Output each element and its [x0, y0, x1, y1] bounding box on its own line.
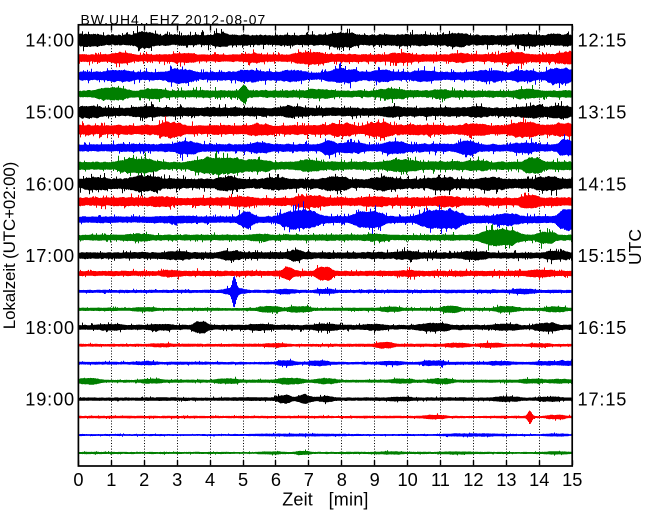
svg-text:10: 10 — [397, 470, 417, 490]
svg-text:3: 3 — [172, 470, 182, 490]
svg-text:BW.UH4..EHZ 2012-08-07: BW.UH4..EHZ 2012-08-07 — [81, 12, 267, 28]
svg-text:6: 6 — [271, 470, 281, 490]
svg-text:11: 11 — [431, 470, 450, 490]
svg-text:5: 5 — [238, 470, 248, 490]
svg-text:14: 14 — [529, 470, 549, 490]
svg-text:12:15: 12:15 — [578, 31, 628, 51]
svg-text:17:15: 17:15 — [578, 390, 628, 410]
svg-text:17:00: 17:00 — [25, 246, 75, 266]
svg-text:13:15: 13:15 — [578, 103, 628, 123]
svg-text:18:00: 18:00 — [25, 318, 75, 338]
svg-text:Lokalzeit (UTC+02:00): Lokalzeit (UTC+02:00) — [0, 162, 19, 329]
svg-text:0: 0 — [73, 470, 83, 490]
svg-text:UTC: UTC — [625, 229, 645, 265]
svg-text:1: 1 — [106, 470, 116, 490]
svg-text:13: 13 — [496, 470, 516, 490]
svg-text:12: 12 — [463, 470, 483, 490]
svg-text:14:00: 14:00 — [25, 31, 75, 51]
svg-text:16:00: 16:00 — [25, 174, 75, 194]
svg-text:14:15: 14:15 — [578, 174, 628, 194]
svg-text:16:15: 16:15 — [578, 318, 628, 338]
svg-text:2: 2 — [139, 470, 149, 490]
svg-text:9: 9 — [370, 470, 380, 490]
svg-text:15:15: 15:15 — [578, 246, 628, 266]
svg-text:19:00: 19:00 — [25, 390, 75, 410]
svg-text:15: 15 — [562, 470, 582, 490]
svg-text:4: 4 — [205, 470, 215, 490]
svg-text:8: 8 — [337, 470, 347, 490]
svg-text:7: 7 — [304, 470, 314, 490]
svg-text:15:00: 15:00 — [25, 103, 75, 123]
svg-text:Zeit [min]: Zeit [min] — [282, 489, 368, 509]
